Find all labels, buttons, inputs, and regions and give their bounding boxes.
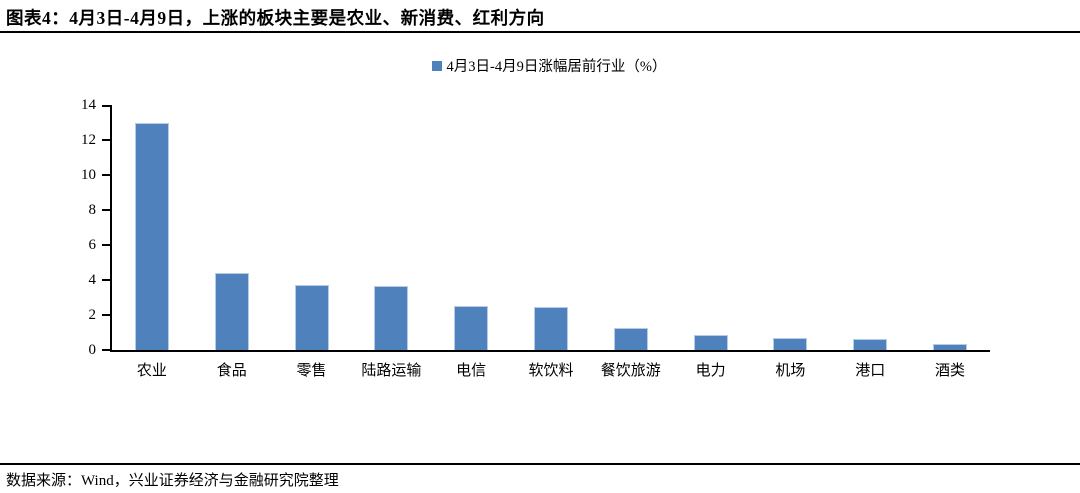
x-axis-label-陆路运输: 陆路运输 [361,363,422,379]
bar-cell [671,105,751,350]
y-axis-tick-label: 6 [88,237,97,253]
chart-legend: 4月3日-4月9日涨幅居前行业（%） [110,55,988,76]
bar-电信 [454,306,489,350]
legend-square-icon [431,60,442,71]
bar-陆路运输 [374,286,409,350]
x-axis-label-酒类: 酒类 [935,363,966,379]
bar-cell [910,105,990,350]
legend-label: 4月3日-4月9日涨幅居前行业（%） [446,59,667,75]
x-axis-label-电力: 电力 [695,363,726,379]
bar-chart-plot-area: 0 2 4 6 8 10 12 14 农业 食品 零售 陆路运输 电信 软饮料 餐饮旅游 电力 机场 港口 酒类 [81,97,990,379]
x-axis-label-电信: 电信 [456,363,487,379]
y-axis-tick-label: 0 [88,342,97,358]
bar-农业 [134,122,169,350]
x-axis-label-港口: 港口 [855,363,886,379]
bar-食品 [214,273,249,350]
bar-cell [830,105,910,350]
y-axis-tick [102,244,110,246]
bar-软饮料 [533,307,568,350]
y-axis-tick [102,105,110,107]
y-axis-tick [102,209,110,211]
bar-cell [511,105,591,350]
y-axis-tick-label: 12 [81,132,96,148]
y-axis-tick-label: 8 [88,202,97,218]
x-axis-label-零售: 零售 [296,363,327,379]
bar-cell [272,105,352,350]
bar-港口 [853,339,888,350]
figure-source: 数据来源：Wind，兴业证券经济与金融研究院整理 [6,473,339,489]
bar-cell [112,105,192,350]
y-axis-tick-label: 10 [81,167,96,183]
bar-cell [751,105,831,350]
y-axis-tick [102,279,110,281]
bar-cell [192,105,272,350]
x-axis-labels: 农业 食品 零售 陆路运输 电信 软饮料 餐饮旅游 电力 机场 港口 酒类 [112,359,990,380]
title-divider [0,31,1080,33]
bar-cell [591,105,671,350]
y-axis-tick-label: 2 [88,307,97,323]
x-axis-label-软饮料: 软饮料 [528,363,574,379]
bar-零售 [294,285,329,350]
y-axis-tick [102,314,110,316]
bar-电力 [693,335,728,350]
y-axis-tick-label: 14 [81,97,96,113]
y-axis-tick [102,139,110,141]
x-axis-label-农业: 农业 [136,363,167,379]
figure-title: 图表4：4月3日-4月9日，上涨的板块主要是农业、新消费、红利方向 [6,8,545,28]
bar-酒类 [933,343,968,350]
footer-divider [0,463,1080,465]
bar-机场 [773,338,808,350]
x-axis-label-食品: 食品 [216,363,247,379]
bar-cell [431,105,511,350]
y-axis-tick [102,174,110,176]
bar-餐饮旅游 [613,328,648,350]
y-axis-tick-label: 4 [88,272,97,288]
bar-cell [351,105,431,350]
x-axis-label-餐饮旅游: 餐饮旅游 [600,363,661,379]
y-axis-tick [102,349,110,351]
x-axis-label-机场: 机场 [775,363,806,379]
bar-series [112,105,990,350]
